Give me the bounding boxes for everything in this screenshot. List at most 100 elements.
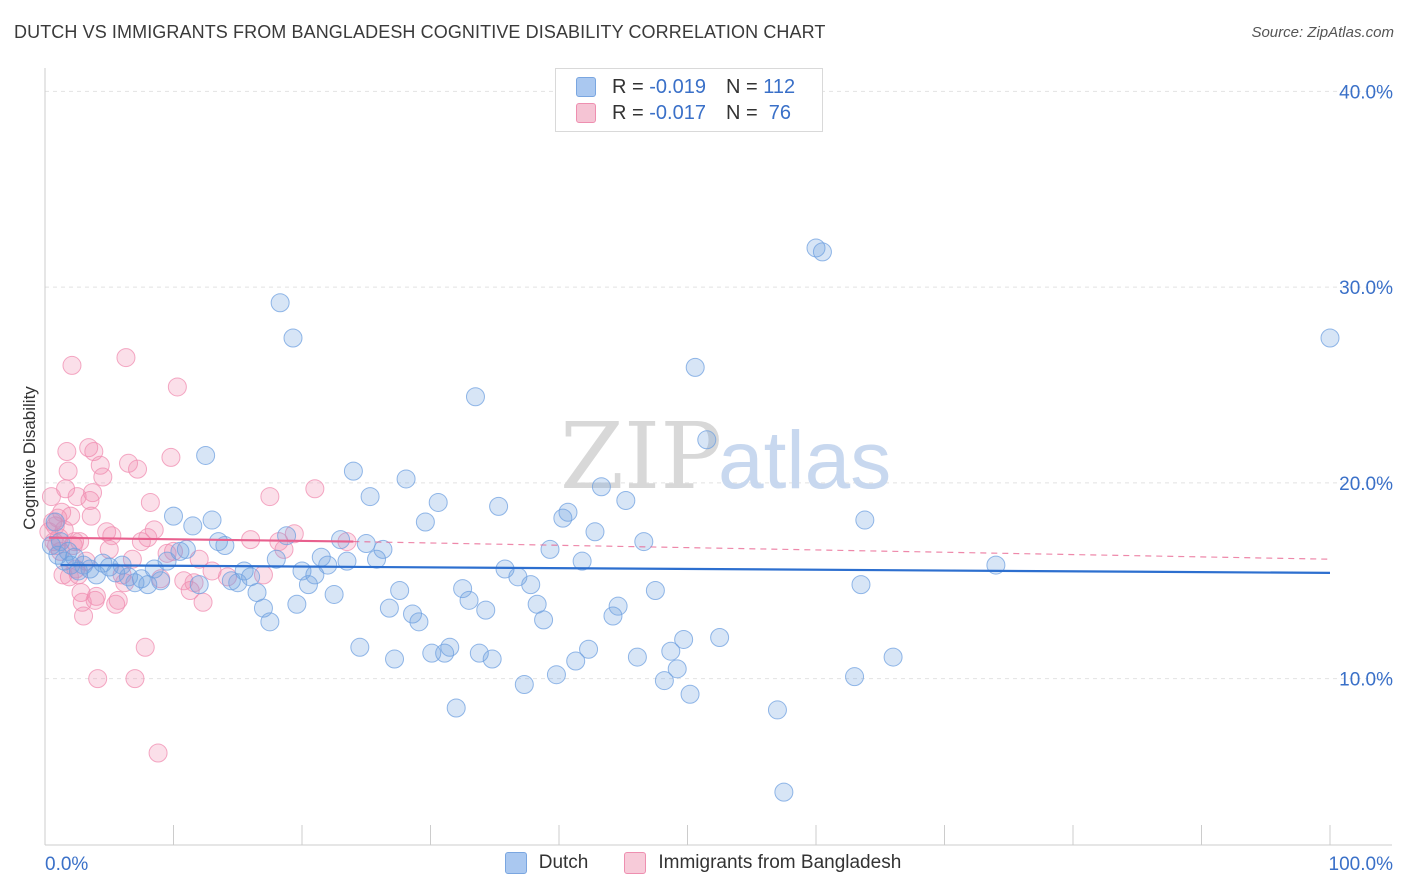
dutch-point [883, 647, 903, 667]
chart-title: DUTCH VS IMMIGRANTS FROM BANGLADESH COGN… [14, 22, 826, 42]
dutch-point [356, 534, 376, 554]
dutch-point [396, 469, 416, 489]
dutch-point [343, 461, 363, 481]
dutch-point [710, 628, 730, 648]
bangladesh-point [116, 348, 136, 368]
bangladesh-point [305, 479, 325, 499]
bangladesh-point [88, 669, 108, 689]
dutch-point [558, 502, 578, 522]
dutch-point [603, 606, 623, 626]
dutch-point [546, 665, 566, 685]
dutch-point [385, 649, 405, 669]
bangladesh-point [125, 669, 145, 689]
dutch-point [176, 539, 196, 559]
dutch-point [260, 612, 280, 632]
dutch-point [350, 637, 370, 657]
legend-n-value: 76 [763, 101, 792, 124]
legend-label-dutch: Dutch [538, 852, 589, 873]
dutch-point [566, 651, 586, 671]
dutch-point [489, 496, 509, 516]
dutch-point [403, 604, 423, 624]
dutch-point [415, 512, 435, 532]
x-tick-label: 100.0% [1329, 854, 1394, 875]
bangladesh-point [79, 438, 99, 458]
dutch-point [845, 667, 865, 687]
dutch-point [435, 643, 455, 663]
dutch-point [812, 242, 832, 262]
dutch-point [608, 596, 628, 616]
dutch-point [45, 512, 65, 532]
x-tick-label: 0.0% [45, 854, 88, 875]
bangladesh-point [93, 467, 113, 487]
bangladesh-point [74, 606, 94, 626]
dutch-point [476, 600, 496, 620]
legend-r-label: R = [612, 75, 650, 98]
dutch-point [440, 637, 460, 657]
bangladesh-point [193, 592, 213, 612]
dutch-point [661, 641, 681, 661]
dutch-point [164, 506, 183, 526]
dutch-point [616, 490, 636, 510]
bangladesh-trend-line [48, 536, 354, 543]
legend-swatch-bangladesh [576, 103, 596, 123]
dutch-point [106, 563, 126, 583]
legend-item-dutch[interactable]: Dutch [504, 852, 589, 874]
dutch-point [151, 571, 171, 591]
axes [44, 68, 1392, 846]
dutch-point [591, 477, 611, 497]
dutch-point [390, 581, 410, 601]
dutch-point [697, 430, 717, 450]
dutch-point [373, 539, 393, 559]
dutch-point [521, 575, 541, 595]
bangladesh-point [140, 492, 160, 512]
dutch-point [446, 698, 466, 718]
dutch-point [331, 530, 351, 550]
dutch-point [540, 539, 560, 559]
legend-label-bangladesh: Immigrants from Bangladesh [658, 852, 902, 873]
dutch-point [674, 629, 694, 649]
dutch-point [585, 522, 605, 542]
dutch-point [318, 555, 338, 575]
dutch-points [41, 238, 1340, 802]
dutch-point [283, 328, 303, 348]
legend-r-value: -0.017 [649, 101, 706, 124]
dutch-point [685, 357, 705, 377]
axis-labels: 10.0% 20.0% 30.0% 40.0% 0.0% 100.0% Cognitive … [20, 82, 1393, 875]
bangladesh-point [102, 526, 122, 546]
dutch-point [360, 487, 380, 507]
dutch-point [367, 549, 387, 569]
dutch-point [428, 492, 448, 512]
dutch-point [277, 526, 297, 546]
dutch-point [469, 643, 489, 663]
dutch-point [459, 590, 479, 610]
dutch-point [553, 508, 573, 528]
bangladesh-point [81, 506, 101, 526]
dutch-point [514, 674, 534, 694]
bangladesh-trend-extension [353, 540, 1331, 560]
bangladesh-point [260, 487, 280, 507]
watermark: ZIP atlas [560, 403, 891, 510]
bangladesh-point [217, 567, 237, 587]
bangladesh-point [128, 459, 148, 479]
legend-swatch-bangladesh [624, 852, 647, 874]
dutch-point [1320, 328, 1340, 348]
bangladesh-point [284, 524, 304, 544]
grid-lines [45, 90, 1392, 680]
y-tick-label: 20.0% [1339, 474, 1393, 495]
bangladesh-point [108, 590, 128, 610]
watermark-atlas: atlas [718, 415, 891, 506]
dutch-point [453, 579, 473, 599]
watermark-zip: ZIP [560, 403, 722, 510]
dutch-point [667, 659, 687, 679]
legend-item-bangladesh[interactable]: Immigrants from Bangladesh [624, 852, 901, 874]
bangladesh-point [58, 461, 78, 481]
dutch-trend-line [60, 563, 1331, 575]
bangladesh-point [135, 637, 155, 657]
bangladesh-point [57, 442, 77, 462]
dutch-point [324, 584, 344, 604]
dutch-point [409, 612, 429, 632]
bangladesh-point [80, 490, 100, 510]
legend-row-bangladesh: R = -0.017 N = 76 [576, 101, 791, 125]
dutch-point [774, 782, 794, 802]
